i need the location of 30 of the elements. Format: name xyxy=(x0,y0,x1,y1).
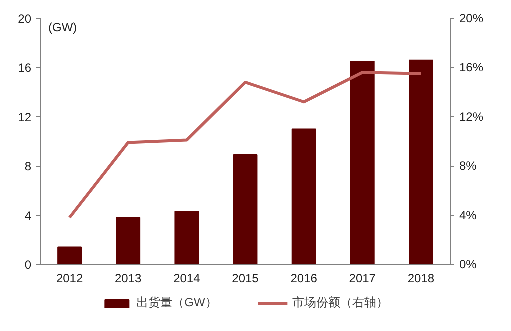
y-tick-label: 0 xyxy=(24,258,32,272)
x-tick-label: 2013 xyxy=(115,272,142,286)
x-tick-label: 2012 xyxy=(56,272,84,286)
x-tick-label: 2015 xyxy=(232,272,260,286)
y-tick-label: 20 xyxy=(18,12,32,26)
bar xyxy=(116,217,141,264)
y-tick-label: 4 xyxy=(24,208,32,223)
bar xyxy=(58,246,82,264)
x-tick-label: 2016 xyxy=(290,272,318,286)
y2-tick-label: 16% xyxy=(460,60,484,75)
bar xyxy=(350,61,375,264)
y-tick-label: 12 xyxy=(18,110,32,124)
y-tick-label: 16 xyxy=(18,61,32,76)
y2-tick-label: 20% xyxy=(460,12,484,26)
x-tick-label: 2018 xyxy=(408,272,435,286)
line-series xyxy=(68,71,423,220)
y-axis-title: (GW) xyxy=(48,20,78,34)
bar xyxy=(292,128,316,264)
y-tick-label: 8 xyxy=(24,160,32,174)
x-tick-label: 2014 xyxy=(174,272,201,286)
y2-tick-label: 4% xyxy=(460,208,478,222)
y2-tick-label: 0% xyxy=(460,258,478,272)
bar xyxy=(174,211,200,264)
legend-label: 出货量（GW） xyxy=(136,294,218,312)
y2-tick-label: 12% xyxy=(460,110,484,124)
y2-tick-label: 8% xyxy=(460,159,478,174)
bar xyxy=(233,154,258,264)
legend-label: 市场份额（右轴） xyxy=(292,294,388,312)
bar xyxy=(409,60,434,264)
x-tick-label: 2017 xyxy=(349,272,376,286)
